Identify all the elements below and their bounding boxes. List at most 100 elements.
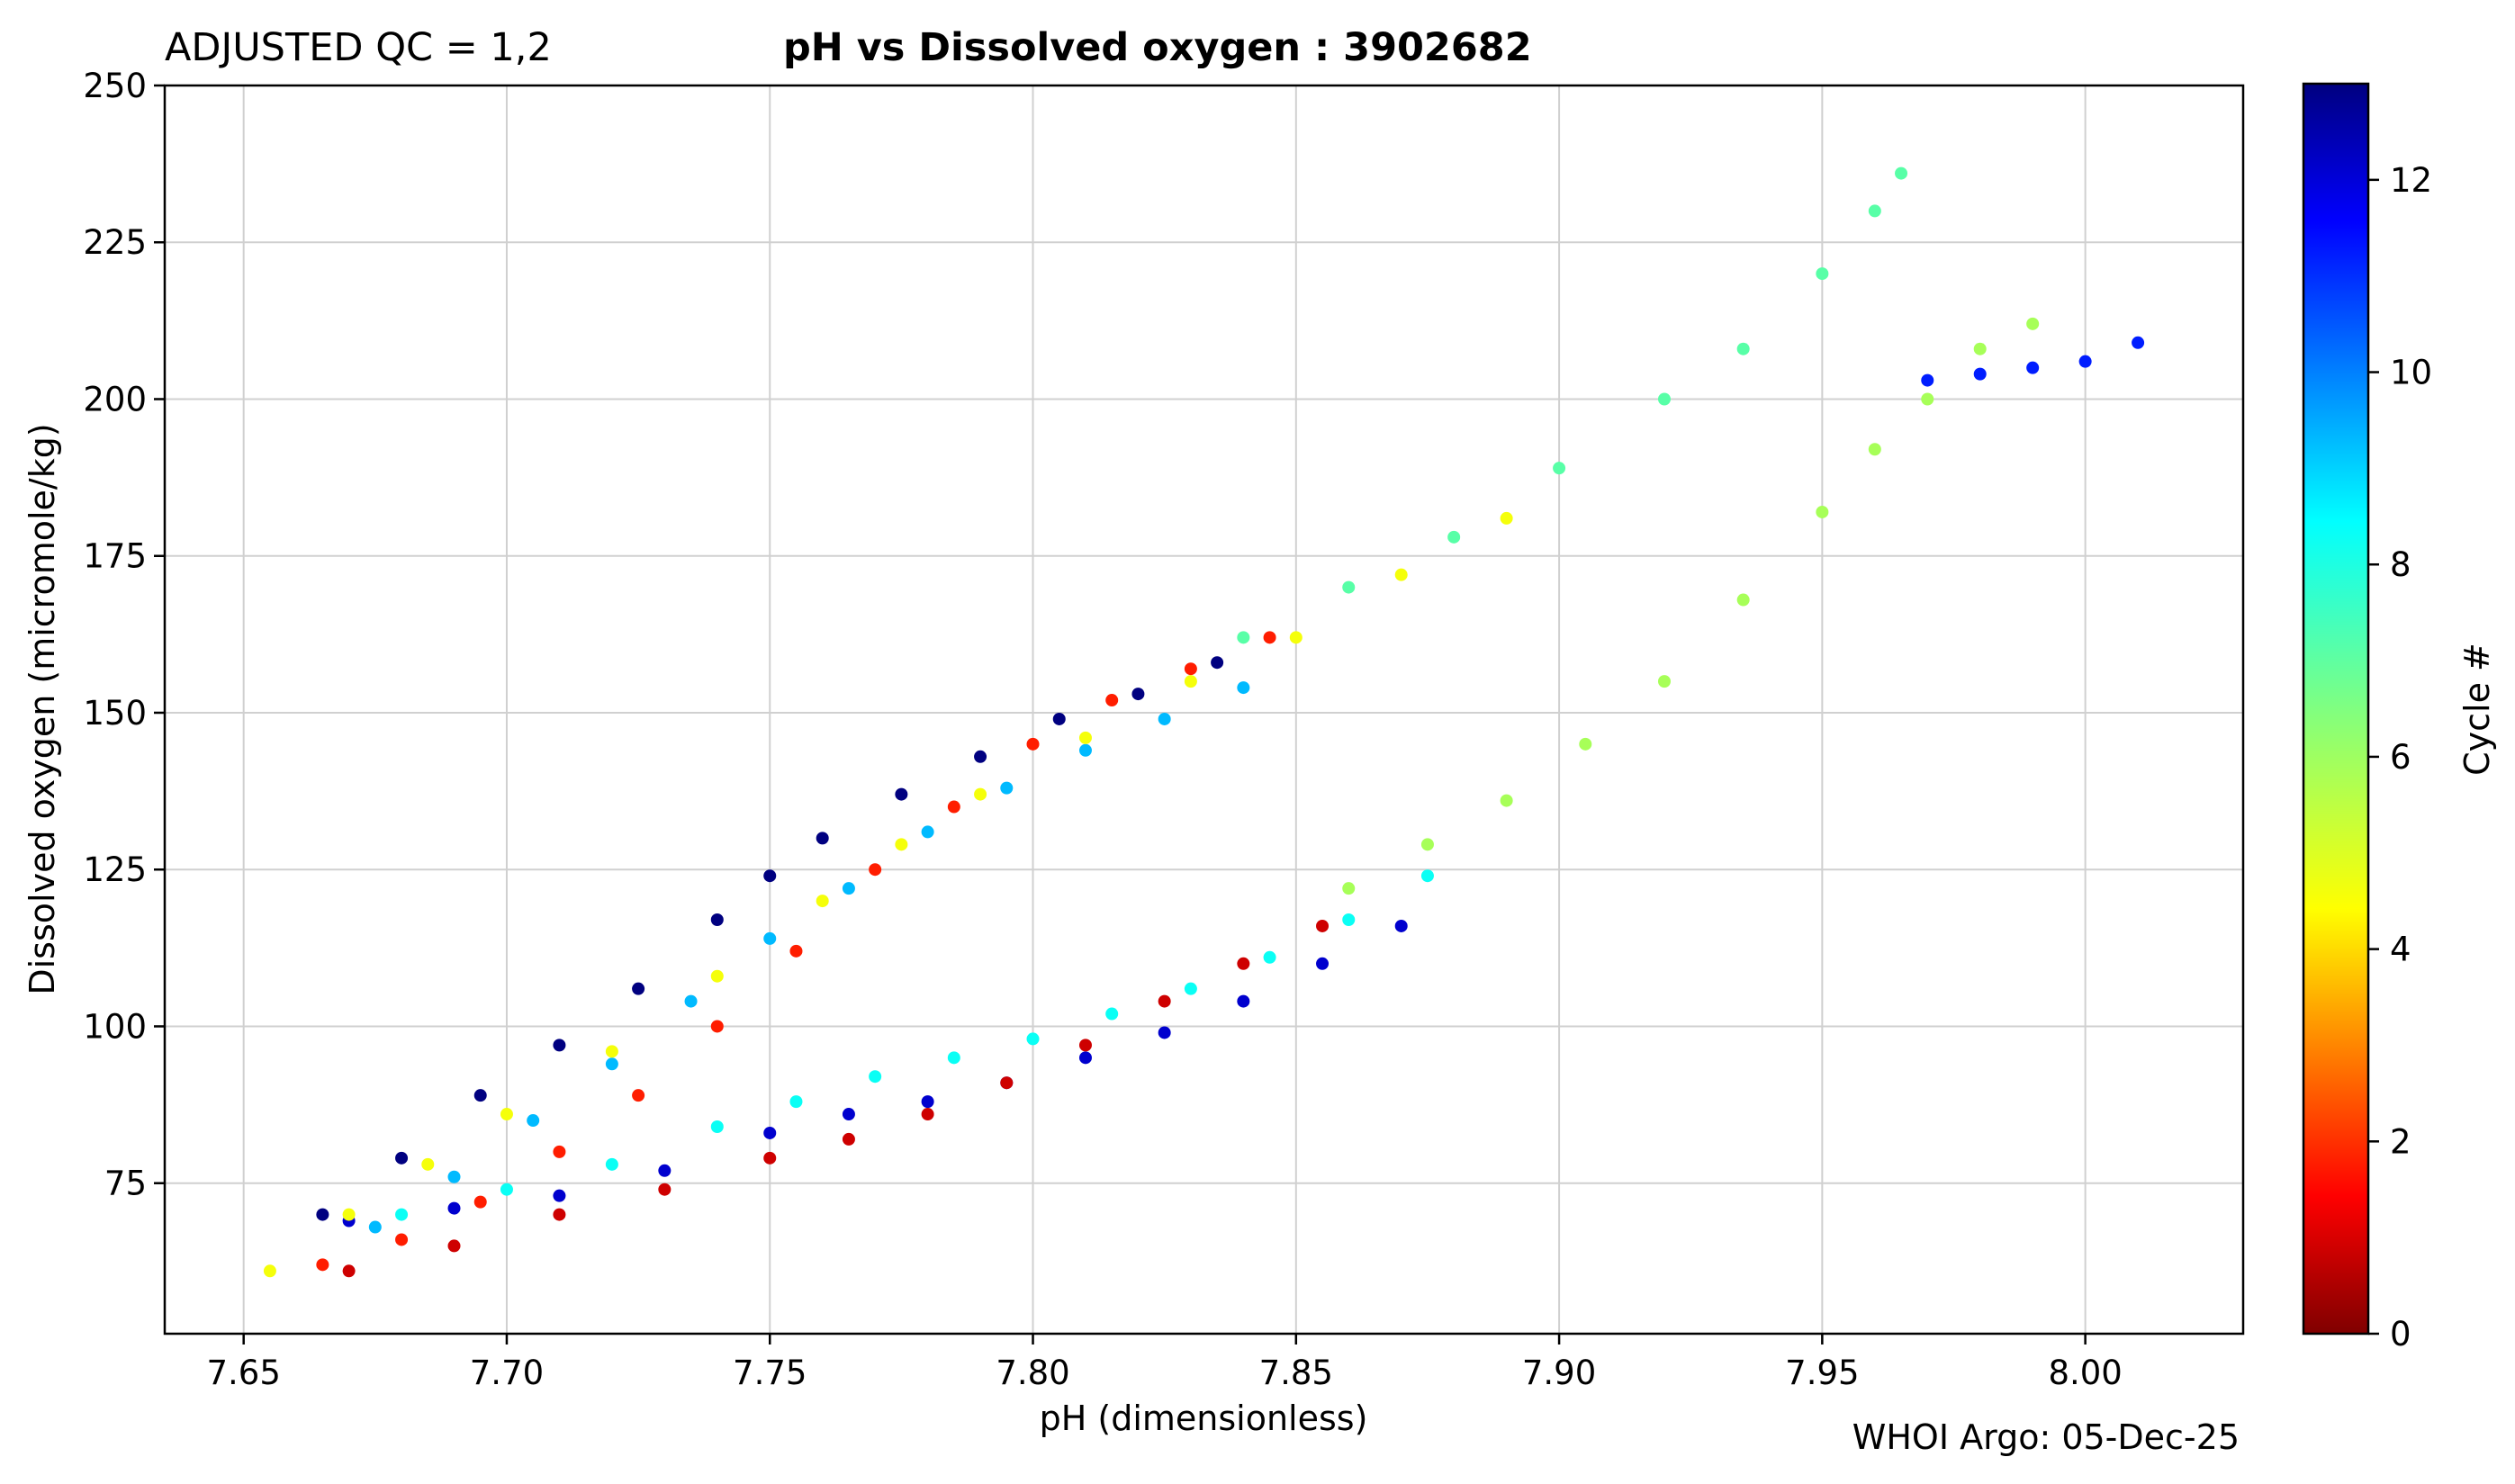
data-point: [342, 1208, 356, 1221]
footer-credit: WHOI Argo: 05-Dec-25: [1852, 1417, 2240, 1457]
colorbar-tick-label: 10: [2390, 354, 2432, 392]
data-point: [1657, 675, 1671, 688]
x-tick-label: 7.95: [1785, 1354, 1859, 1392]
data-point: [1000, 1076, 1014, 1090]
colorbar: [2303, 84, 2368, 1334]
data-point: [1579, 737, 1592, 751]
series-group: [316, 631, 1276, 1272]
data-point: [1895, 166, 1908, 180]
data-point: [395, 1208, 409, 1221]
data-point: [1289, 631, 1303, 644]
data-point: [921, 825, 934, 839]
data-point: [1500, 794, 1513, 807]
data-point: [710, 1020, 724, 1033]
data-point: [1078, 1039, 1092, 1052]
y-tick-label: 150: [83, 694, 147, 733]
data-point: [895, 838, 908, 851]
y-tick-label: 250: [83, 67, 147, 105]
data-point: [1237, 631, 1250, 644]
data-point: [1447, 530, 1461, 544]
colorbar-tick-label: 6: [2390, 738, 2411, 777]
data-point: [763, 1151, 777, 1165]
data-point: [553, 1145, 566, 1158]
data-point: [710, 913, 724, 926]
data-point: [895, 787, 908, 801]
data-points: [263, 166, 2145, 1278]
data-point: [1316, 957, 1330, 970]
colorbar-ticks: 0 2 4 6 8 10 12: [2368, 161, 2432, 1354]
data-point: [1921, 392, 1934, 406]
data-point: [1553, 462, 1566, 475]
data-point: [1026, 1032, 1040, 1046]
data-point: [553, 1208, 566, 1221]
x-tick-label: 7.75: [733, 1354, 807, 1392]
data-point: [816, 895, 829, 908]
y-axis-label: Dissolved oxygen (micromole/kg): [23, 423, 62, 994]
y-tick-label: 75: [104, 1165, 147, 1203]
data-point: [1420, 838, 1434, 851]
plot-frame: [163, 84, 2245, 1336]
data-point: [658, 1164, 672, 1177]
data-point: [974, 787, 987, 801]
grid-lines: [165, 85, 2243, 1334]
colorbar-frame: [2302, 82, 2370, 1336]
colorbar-tick-label: 8: [2390, 545, 2411, 584]
data-point: [1026, 737, 1040, 751]
colorbar-tick-label: 12: [2390, 161, 2432, 200]
data-point: [1078, 1051, 1092, 1065]
data-point: [1052, 712, 1066, 725]
data-point: [632, 982, 645, 995]
data-point: [710, 1120, 724, 1133]
x-tick-label: 7.85: [1259, 1354, 1333, 1392]
x-axis: 7.65 7.70 7.75 7.80 7.85 7.90 7.95 8.00: [206, 1334, 2123, 1392]
data-point: [1158, 712, 1171, 725]
data-point: [2026, 317, 2040, 330]
data-point: [947, 1051, 960, 1065]
data-point: [632, 1089, 645, 1102]
data-point: [816, 832, 829, 845]
data-point: [447, 1239, 461, 1253]
colorbar-tick-label: 4: [2390, 931, 2411, 969]
y-tick-label: 100: [83, 1007, 147, 1046]
data-point: [368, 1220, 382, 1234]
data-point: [789, 1095, 803, 1109]
data-point: [553, 1039, 566, 1052]
x-tick-label: 7.90: [1522, 1354, 1596, 1392]
data-point: [921, 1108, 934, 1121]
data-point: [1973, 367, 1987, 381]
data-point: [1078, 743, 1092, 757]
data-point: [710, 969, 724, 983]
data-point: [473, 1089, 487, 1102]
y-axis: 75 100 125 150 175 200 225 250: [83, 67, 165, 1203]
data-point: [500, 1183, 513, 1196]
data-point: [842, 882, 855, 895]
series-group: [368, 681, 1250, 1234]
data-point: [1211, 656, 1224, 670]
y-tick-label: 200: [83, 380, 147, 418]
series-group: [342, 919, 1330, 1278]
data-point: [1263, 950, 1276, 964]
data-point: [1184, 982, 1197, 995]
data-point: [1237, 957, 1250, 970]
data-point: [1316, 919, 1330, 932]
data-point: [605, 1057, 618, 1071]
data-point: [1078, 731, 1092, 744]
data-point: [1921, 373, 1934, 387]
data-point: [1105, 694, 1119, 707]
colorbar-label: Cycle #: [2457, 643, 2497, 776]
chart-title: pH vs Dissolved oxygen : 3902682: [783, 25, 1532, 70]
data-point: [1342, 882, 1356, 895]
data-point: [658, 1183, 672, 1196]
data-point: [1736, 593, 1750, 607]
data-point: [1158, 994, 1171, 1008]
x-tick-label: 7.70: [470, 1354, 544, 1392]
data-point: [447, 1201, 461, 1215]
data-point: [1105, 1007, 1119, 1021]
data-point: [1237, 681, 1250, 695]
data-point: [1342, 913, 1356, 926]
qc-title: ADJUSTED QC = 1,2: [165, 25, 552, 70]
data-point: [2078, 355, 2092, 368]
data-point: [1816, 267, 1829, 281]
data-point: [395, 1233, 409, 1246]
